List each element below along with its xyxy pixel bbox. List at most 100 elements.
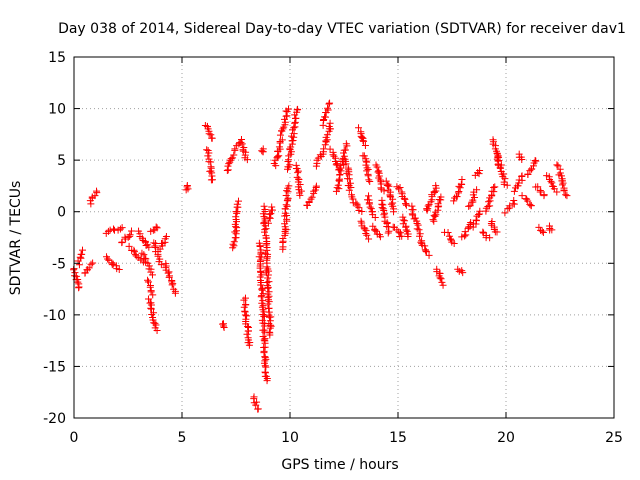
data-point [371, 213, 379, 221]
data-point [108, 261, 116, 269]
data-point [207, 131, 215, 139]
data-point [432, 182, 440, 190]
data-point [153, 327, 161, 335]
data-point [245, 341, 253, 349]
y-axis-ticks: -20 -15 -10 -5 0 5 10 15 [43, 50, 614, 427]
data-point [503, 181, 511, 189]
data-point [458, 176, 466, 184]
data-point [268, 203, 276, 211]
data-point [276, 131, 284, 139]
data-point [558, 181, 566, 189]
data-point [263, 278, 271, 286]
data-point [367, 205, 375, 213]
data-point [402, 201, 410, 209]
data-point [395, 228, 403, 236]
data-point [373, 163, 381, 171]
data-point [397, 229, 405, 237]
data-point [284, 158, 292, 166]
data-point [310, 187, 318, 195]
data-point [258, 285, 266, 293]
data-point [281, 223, 289, 231]
data-point [425, 251, 433, 259]
data-point [308, 193, 316, 201]
data-point [527, 202, 535, 210]
data-point [260, 228, 268, 236]
data-point [109, 225, 117, 233]
data-point [157, 261, 165, 269]
data-point [109, 260, 117, 268]
data-point [358, 134, 366, 142]
data-points [70, 99, 571, 413]
data-point [149, 291, 157, 299]
data-point [479, 228, 487, 236]
data-point [91, 192, 99, 200]
data-point [476, 207, 484, 215]
data-point [260, 202, 268, 210]
data-point [456, 184, 464, 192]
data-point [93, 187, 101, 195]
data-point [518, 192, 526, 200]
data-point [312, 182, 320, 190]
data-point [538, 227, 546, 235]
data-point [361, 142, 369, 150]
x-axis-label: GPS time / hours [281, 457, 398, 473]
data-point [204, 152, 212, 160]
data-point [553, 161, 561, 169]
data-point [149, 226, 157, 234]
data-point [336, 171, 344, 179]
data-point [340, 152, 348, 160]
data-point [259, 311, 267, 319]
data-point [475, 170, 483, 178]
data-point [118, 224, 126, 232]
data-point [145, 243, 153, 251]
data-point [325, 123, 333, 131]
data-point [145, 278, 153, 286]
data-point [115, 266, 123, 274]
data-point [472, 216, 480, 224]
data-point [324, 104, 332, 112]
data-point [493, 228, 501, 236]
data-point [231, 228, 239, 236]
data-point [401, 195, 409, 203]
data-point [230, 151, 238, 159]
data-point [268, 206, 276, 214]
data-point [365, 176, 373, 184]
data-point [430, 188, 438, 196]
data-point [237, 136, 245, 144]
data-point [264, 219, 272, 227]
data-point [518, 156, 526, 164]
data-point [223, 167, 231, 175]
data-point [146, 283, 154, 291]
data-point [476, 167, 484, 175]
data-point [261, 362, 269, 370]
data-point [532, 157, 540, 165]
data-point [232, 208, 240, 216]
data-point [154, 252, 162, 260]
y-tick-label: 5 [57, 153, 66, 169]
data-point [280, 115, 288, 123]
data-point [372, 227, 380, 235]
data-point [436, 274, 444, 282]
data-point [258, 286, 266, 294]
data-point [144, 276, 152, 284]
data-point [423, 206, 431, 214]
data-point [358, 208, 366, 216]
data-point [243, 156, 251, 164]
data-point [413, 225, 421, 233]
data-point [352, 199, 360, 207]
data-point [150, 239, 158, 247]
data-point [501, 175, 509, 183]
data-point [484, 202, 492, 210]
data-point [342, 160, 350, 168]
data-point [77, 250, 85, 258]
data-point [326, 99, 334, 107]
data-point [383, 182, 391, 190]
data-point [85, 264, 93, 272]
data-point [258, 147, 266, 155]
data-point [363, 167, 371, 175]
data-point [334, 181, 342, 189]
data-point [253, 398, 261, 406]
data-point [125, 242, 133, 250]
data-point [548, 226, 556, 234]
